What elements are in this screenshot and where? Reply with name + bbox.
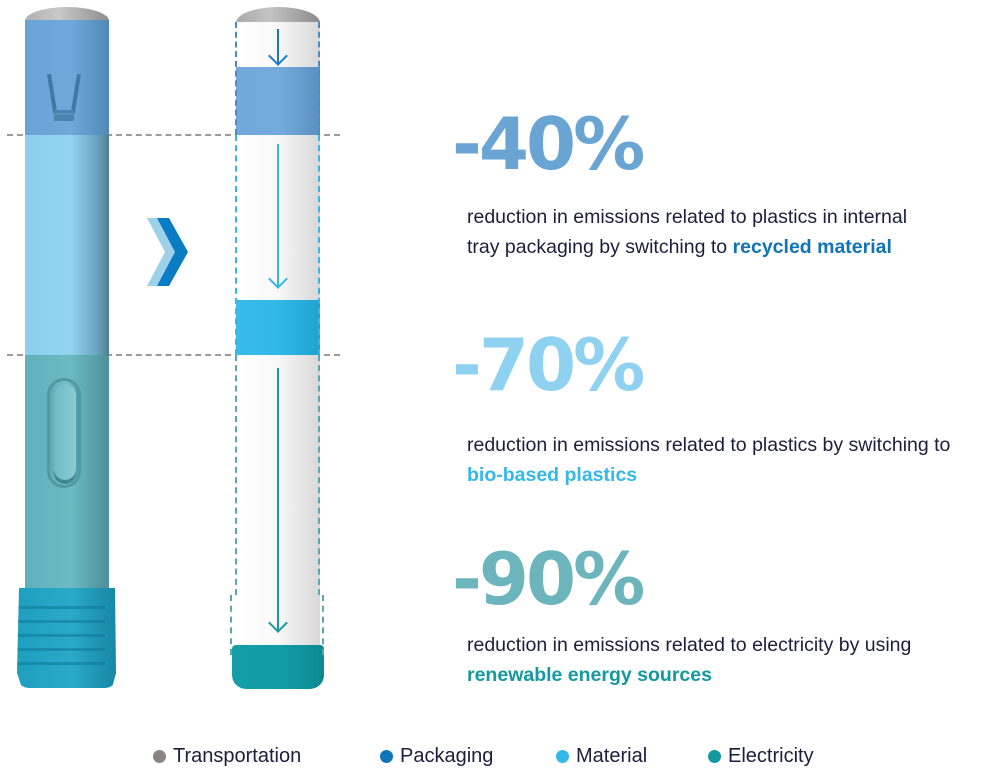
packaging-segment-reduced [236, 67, 320, 135]
stat-description-packaging: reduction in emissions related to plasti… [467, 206, 908, 258]
arrow-down-material-icon [268, 144, 288, 289]
stat-description-electricity: reduction in emissions related to electr… [467, 634, 912, 686]
teal-dot-icon [708, 750, 721, 763]
legend-item-transportation: Transportation [153, 745, 380, 768]
electricity-segment-reduced [232, 645, 324, 689]
divider-material-electricity [7, 354, 340, 356]
ribbed-base [17, 588, 116, 688]
stat-value-material: -70% [452, 323, 645, 407]
highlight-bio-based-plastics: bio-based plastics [467, 464, 638, 486]
chevron-right-icon [147, 218, 188, 286]
stat-description-material: reduction in emissions related to plasti… [467, 434, 951, 486]
tray-icon [47, 73, 81, 121]
material-segment [25, 135, 109, 355]
legend: Transportation Packaging Material Electr… [153, 745, 814, 768]
grip-button [54, 384, 76, 484]
stat-value-electricity: -90% [452, 537, 645, 621]
legend-item-material: Material [556, 745, 708, 768]
divider-packaging-material [7, 134, 340, 136]
highlight-recycled-material: recycled material [732, 236, 892, 258]
transportation-cap [236, 7, 320, 23]
legend-item-electricity: Electricity [708, 745, 814, 768]
gray-dot-icon [153, 750, 166, 763]
material-segment-reduced [236, 300, 320, 355]
highlight-renewable-energy: renewable energy sources [467, 664, 712, 686]
light-blue-dot-icon [556, 750, 569, 763]
dark-blue-dot-icon [380, 750, 393, 763]
arrow-down-electricity-icon [268, 368, 288, 633]
legend-item-packaging: Packaging [380, 745, 556, 768]
pen-after [230, 0, 324, 700]
stat-value-packaging: -40% [452, 102, 645, 186]
transportation-cap [25, 7, 109, 21]
pen-before [17, 0, 116, 700]
arrow-down-packaging-icon [268, 29, 288, 66]
